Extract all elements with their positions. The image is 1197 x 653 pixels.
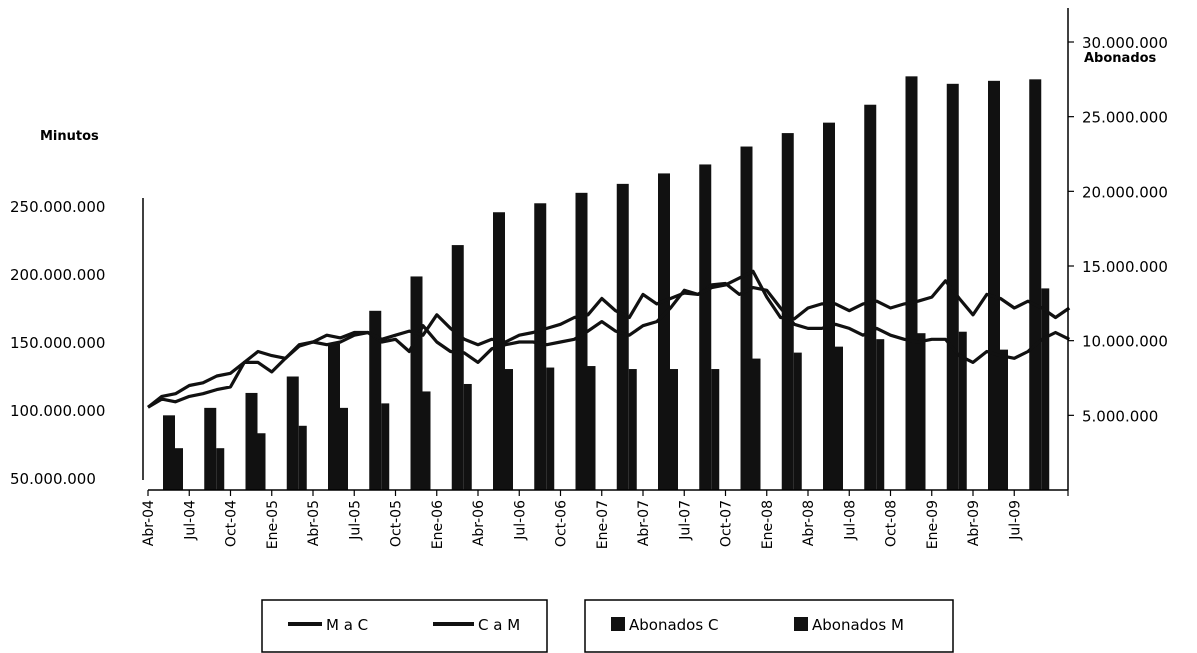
legend-swatch-abonados-m <box>794 617 808 631</box>
bar-abonados-c <box>493 212 505 490</box>
right-axis-tick-label: 5.000.000 <box>1082 407 1158 425</box>
bar-abonados-m <box>753 359 761 490</box>
x-axis-tick-label: Abr-09 <box>966 500 982 546</box>
left-axis-tick-label: 250.000.000 <box>10 198 105 216</box>
x-axis-tick-label: Jul-06 <box>512 500 528 541</box>
bar-abonados-c <box>452 245 464 490</box>
right-axis-tick-label: 20.000.000 <box>1082 183 1168 201</box>
x-axis-tick-label: Abr-07 <box>636 500 652 546</box>
bar-abonados-m <box>175 448 183 490</box>
bar-abonados-c <box>576 193 588 490</box>
bar-abonados-m <box>423 391 431 490</box>
bar-abonados-c <box>658 173 670 490</box>
bar-abonados-m <box>464 384 472 490</box>
legend-label-abonados-m: Abonados M <box>812 616 904 634</box>
x-axis-tick-label: Jul-09 <box>1007 500 1023 541</box>
line-layer <box>148 271 1069 407</box>
legend-swatch-abonados-c <box>611 617 625 631</box>
x-axis-tick-label: Abr-05 <box>306 500 322 546</box>
bar-abonados-m <box>299 426 307 490</box>
bar-abonados-m <box>216 448 224 490</box>
x-axis-tick-label: Jul-04 <box>182 500 198 541</box>
x-axis-ticks: Abr-04 Jul-04 Oct-04 Ene-05 Abr-05 Jul-05 Oct-… <box>141 490 1068 549</box>
bar-abonados-m <box>876 339 884 490</box>
bar-abonados-m <box>711 369 719 490</box>
bar-abonados-c <box>906 76 918 490</box>
right-axis-title: Abonados <box>1084 51 1157 66</box>
bar-abonados-m <box>629 369 637 490</box>
bar-abonados-c <box>287 377 299 490</box>
bar-abonados-c <box>163 415 175 490</box>
bar-abonados-m <box>588 366 596 490</box>
line-m-a-c <box>148 284 1069 408</box>
bar-abonados-m <box>505 369 513 490</box>
legend-label-m-a-c: M a C <box>326 616 368 634</box>
bar-abonados-m <box>1041 288 1049 490</box>
bar-abonados-c <box>741 147 753 490</box>
legend-lines: M a C C a M <box>262 600 547 652</box>
left-axis-tick-label: 150.000.000 <box>10 334 105 352</box>
bar-abonados-c <box>988 81 1000 490</box>
bar-abonados-c <box>823 123 835 490</box>
right-axis-tick-label: 30.000.000 <box>1082 34 1168 52</box>
x-axis-tick-label: Ene-09 <box>925 500 941 549</box>
x-axis-tick-label: Jul-05 <box>347 500 363 541</box>
right-axis-tick-label: 25.000.000 <box>1082 109 1168 127</box>
bar-abonados-m <box>918 333 926 490</box>
x-axis-tick-label: Oct-05 <box>389 500 405 547</box>
right-axis-tick-label: 10.000.000 <box>1082 333 1168 351</box>
x-axis-tick-label: Oct-07 <box>719 500 735 547</box>
bar-abonados-c <box>617 184 629 490</box>
bar-abonados-m <box>258 433 266 490</box>
left-axis-tick-label: 200.000.000 <box>10 266 105 284</box>
right-axis-ticks: 5.000.000 10.000.000 15.000.000 20.000.000 2… <box>1068 34 1168 425</box>
x-axis-tick-label: Oct-04 <box>224 500 240 547</box>
bar-abonados-m <box>835 347 843 490</box>
x-axis-tick-label: Ene-08 <box>760 500 776 549</box>
axes <box>143 8 1068 490</box>
x-axis-tick-label: Ene-06 <box>430 500 446 549</box>
bar-abonados-c <box>534 203 546 490</box>
legend-label-c-a-m: C a M <box>478 616 520 634</box>
legend-bars: Abonados C Abonados M <box>585 600 953 652</box>
x-axis-tick-label: Oct-06 <box>554 500 570 547</box>
bar-abonados-c <box>699 164 711 490</box>
bar-abonados-m <box>340 408 348 490</box>
left-axis-tick-label: 50.000.000 <box>10 470 96 488</box>
bar-abonados-m <box>794 353 802 490</box>
legend-label-abonados-c: Abonados C <box>629 616 718 634</box>
bar-abonados-c <box>864 105 876 490</box>
x-axis-tick-label: Oct-08 <box>884 500 900 547</box>
x-axis-tick-label: Ene-05 <box>265 500 281 549</box>
bar-abonados-c <box>246 393 258 490</box>
bar-layer <box>163 76 1049 490</box>
left-axis-title: Minutos <box>40 129 99 144</box>
x-axis-tick-label: Jul-07 <box>677 500 693 541</box>
bar-abonados-c <box>328 344 340 490</box>
bar-abonados-c <box>204 408 216 490</box>
x-axis-tick-label: Abr-08 <box>801 500 817 546</box>
bar-abonados-m <box>670 369 678 490</box>
x-axis-tick-label: Abr-06 <box>471 500 487 546</box>
x-axis-tick-label: Abr-04 <box>141 500 157 546</box>
x-axis-tick-label: Jul-08 <box>842 500 858 541</box>
bar-abonados-m <box>1000 350 1008 490</box>
right-axis-tick-label: 15.000.000 <box>1082 258 1168 276</box>
left-axis-tick-label: 100.000.000 <box>10 402 105 420</box>
x-axis-tick-label: Ene-07 <box>595 500 611 549</box>
bar-abonados-c <box>1029 79 1041 490</box>
bar-abonados-m <box>381 403 389 490</box>
left-axis-ticks: 50.000.000 100.000.000 150.000.000 200.000.… <box>10 198 105 488</box>
bar-abonados-m <box>546 368 554 490</box>
bar-abonados-c <box>411 276 423 490</box>
